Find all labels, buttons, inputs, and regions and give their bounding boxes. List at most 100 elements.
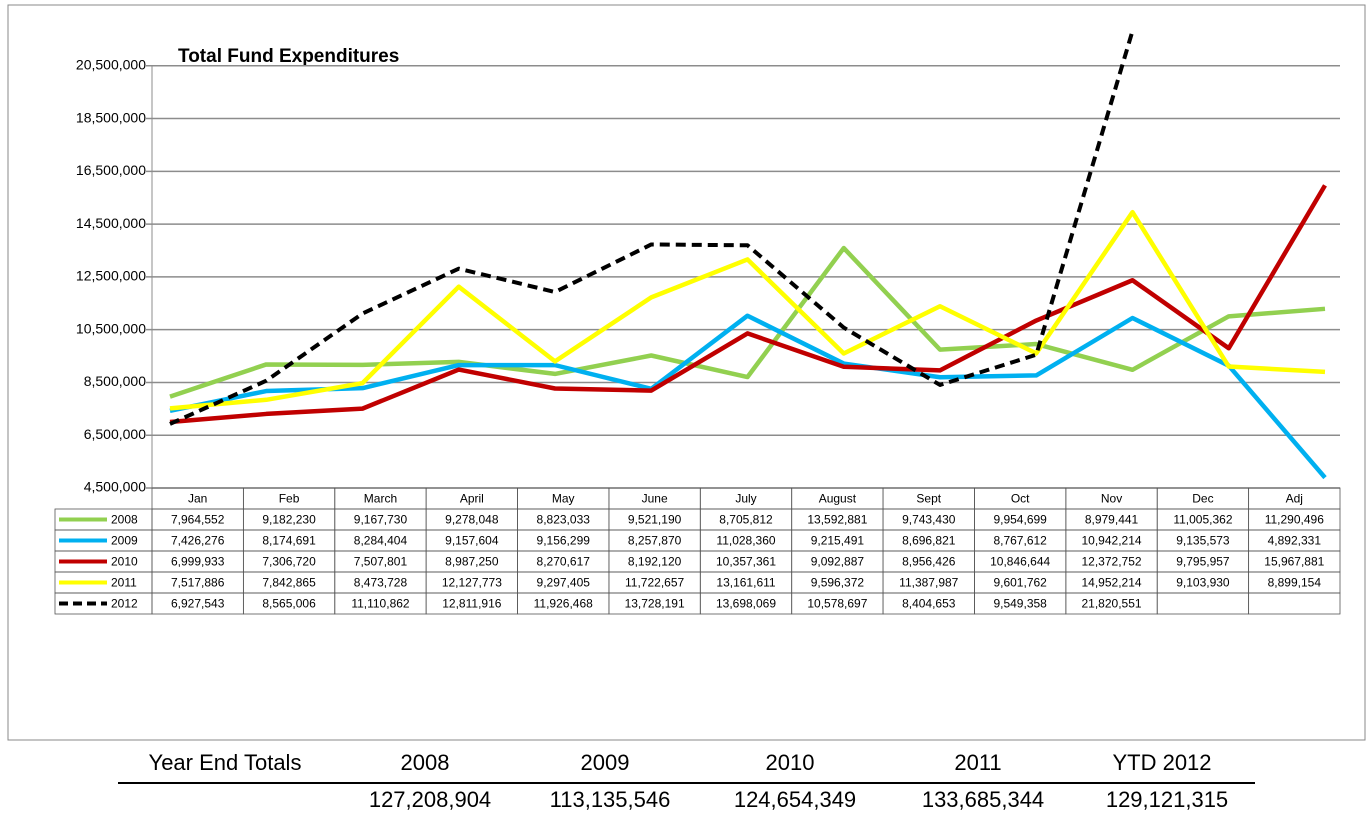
table-value: 7,517,886 xyxy=(171,576,225,590)
table-header: Jan xyxy=(188,492,207,506)
table-value: 9,549,358 xyxy=(993,597,1047,611)
table-value: 9,135,573 xyxy=(1176,534,1230,548)
y-tick-label: 20,500,000 xyxy=(76,56,146,72)
y-tick-label: 12,500,000 xyxy=(76,268,146,284)
table-value: 8,565,006 xyxy=(262,597,316,611)
table-header: Sept xyxy=(916,492,941,506)
table-value: 8,192,120 xyxy=(628,555,682,569)
table-value: 8,473,728 xyxy=(354,576,408,590)
table-header: March xyxy=(364,492,397,506)
table-value: 7,306,720 xyxy=(262,555,316,569)
table-value: 8,284,404 xyxy=(354,534,408,548)
table-value: 8,705,812 xyxy=(719,513,773,527)
table-value: 7,426,276 xyxy=(171,534,225,548)
legend-label: 2010 xyxy=(111,555,138,569)
table-value: 9,521,190 xyxy=(628,513,682,527)
table-header: April xyxy=(460,492,484,506)
table-value: 11,387,987 xyxy=(899,576,958,590)
series-line xyxy=(169,313,1327,480)
chart-title: Total Fund Expenditures xyxy=(178,46,399,67)
table-value: 12,811,916 xyxy=(442,597,501,611)
table-value: 8,174,691 xyxy=(262,534,316,548)
table-value: 9,278,048 xyxy=(445,513,499,527)
table-value: 9,103,930 xyxy=(1176,576,1230,590)
table-value: 9,601,762 xyxy=(993,576,1047,590)
table-value: 8,823,033 xyxy=(537,513,591,527)
table-value: 11,926,468 xyxy=(534,597,593,611)
totals-header: YTD 2012 xyxy=(1112,750,1211,775)
legend-label: 2009 xyxy=(111,534,138,548)
totals-label: Year End Totals xyxy=(149,750,302,775)
table-value: 7,842,865 xyxy=(262,576,316,590)
chart-frame xyxy=(7,4,1366,741)
totals-header: 2009 xyxy=(581,750,630,775)
table-header: Dec xyxy=(1192,492,1213,506)
y-tick-label: 14,500,000 xyxy=(76,215,146,231)
table-value: 4,892,331 xyxy=(1268,534,1322,548)
table-value: 9,157,604 xyxy=(445,534,499,548)
series-line xyxy=(169,30,1135,426)
table-value: 14,952,214 xyxy=(1082,576,1142,590)
totals-header: 2008 xyxy=(401,750,450,775)
table-value: 9,596,372 xyxy=(811,576,865,590)
y-tick-label: 4,500,000 xyxy=(84,479,146,495)
table-value: 8,767,612 xyxy=(993,534,1047,548)
series-line xyxy=(169,184,1327,425)
y-tick-label: 18,500,000 xyxy=(76,109,146,125)
table-value: 21,820,551 xyxy=(1082,597,1142,611)
table-value: 9,954,699 xyxy=(993,513,1047,527)
y-tick-label: 16,500,000 xyxy=(76,162,146,178)
table-value: 9,182,230 xyxy=(262,513,316,527)
table-value: 12,127,773 xyxy=(442,576,502,590)
totals-value: 113,135,546 xyxy=(550,787,671,812)
table-value: 7,507,801 xyxy=(354,555,408,569)
table-cell xyxy=(1248,592,1341,615)
table-value: 13,728,191 xyxy=(625,597,685,611)
table-header: July xyxy=(735,492,756,506)
table-value: 13,592,881 xyxy=(807,513,867,527)
table-header: August xyxy=(819,492,857,506)
table-value: 13,698,069 xyxy=(716,597,776,611)
legend-label: 2008 xyxy=(111,513,138,527)
table-header: Adj xyxy=(1286,492,1303,506)
table-value: 9,215,491 xyxy=(811,534,865,548)
table-value: 8,404,653 xyxy=(902,597,956,611)
y-tick-label: 10,500,000 xyxy=(76,320,146,336)
table-value: 9,795,957 xyxy=(1176,555,1230,569)
table-value: 8,899,154 xyxy=(1268,576,1322,590)
table-header: Oct xyxy=(1011,492,1030,506)
series-line xyxy=(169,245,1326,399)
totals-header: 2011 xyxy=(954,750,1001,775)
table-header: Feb xyxy=(279,492,300,506)
table-value: 11,290,496 xyxy=(1265,513,1324,527)
table-value: 10,357,361 xyxy=(716,555,776,569)
table-value: 7,964,552 xyxy=(171,513,225,527)
table-value: 13,161,611 xyxy=(716,576,775,590)
table-value: 11,722,657 xyxy=(625,576,684,590)
series-line xyxy=(169,209,1326,411)
table-header: Nov xyxy=(1101,492,1122,506)
table-value: 8,987,250 xyxy=(445,555,499,569)
table-value: 9,092,887 xyxy=(811,555,865,569)
table-value: 12,372,752 xyxy=(1082,555,1142,569)
table-value: 6,999,933 xyxy=(171,555,225,569)
table-value: 11,028,360 xyxy=(716,534,775,548)
table-value: 8,956,426 xyxy=(902,555,956,569)
table-value: 11,005,362 xyxy=(1173,513,1232,527)
table-value: 8,270,617 xyxy=(537,555,591,569)
table-value: 11,110,862 xyxy=(351,597,410,611)
table-value: 15,967,881 xyxy=(1264,555,1324,569)
table-value: 8,979,441 xyxy=(1085,513,1139,527)
totals-value: 129,121,315 xyxy=(1106,787,1228,812)
table-value: 10,578,697 xyxy=(807,597,867,611)
table-value: 8,696,821 xyxy=(902,534,956,548)
table-value: 9,743,430 xyxy=(902,513,956,527)
table-value: 8,257,870 xyxy=(628,534,682,548)
table-value: 10,942,214 xyxy=(1082,534,1142,548)
y-tick-label: 6,500,000 xyxy=(84,426,146,442)
totals-value: 133,685,344 xyxy=(922,787,1044,812)
y-tick-label: 8,500,000 xyxy=(84,373,146,389)
table-header: May xyxy=(552,492,575,506)
